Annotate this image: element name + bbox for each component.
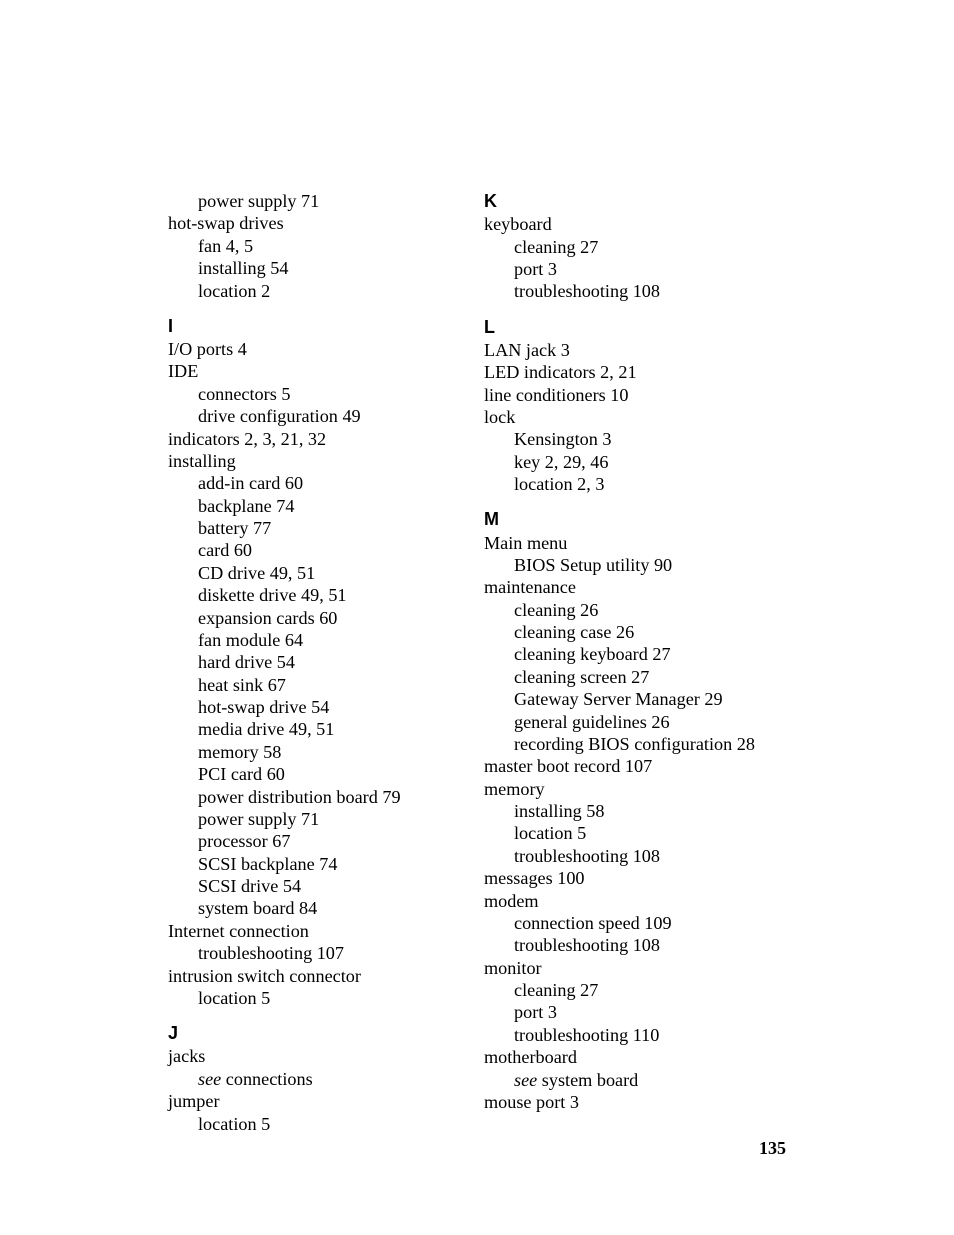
- index-entry: add-in card 60: [168, 472, 472, 494]
- index-entry: troubleshooting 110: [484, 1024, 788, 1046]
- index-section-letter: K: [484, 190, 788, 212]
- index-entry: system board 84: [168, 897, 472, 919]
- index-entry: fan 4, 5: [168, 235, 472, 257]
- index-entry: heat sink 67: [168, 674, 472, 696]
- index-entry: location 5: [484, 822, 788, 844]
- index-entry: location 2, 3: [484, 473, 788, 495]
- index-entry: maintenance: [484, 576, 788, 598]
- see-keyword: see: [198, 1069, 221, 1089]
- index-entry: intrusion switch connector: [168, 965, 472, 987]
- index-entry: PCI card 60: [168, 763, 472, 785]
- index-entry: I/O ports 4: [168, 338, 472, 360]
- index-see-reference: see connections: [168, 1068, 472, 1090]
- index-entry: card 60: [168, 539, 472, 561]
- index-entry: Gateway Server Manager 29: [484, 688, 788, 710]
- index-entry: location 2: [168, 280, 472, 302]
- index-entry: Kensington 3: [484, 428, 788, 450]
- index-entry: processor 67: [168, 830, 472, 852]
- index-column-left: power supply 71hot-swap drivesfan 4, 5in…: [168, 190, 472, 1135]
- index-column-right: Kkeyboardcleaning 27port 3troubleshootin…: [484, 190, 788, 1135]
- index-entry: Internet connection: [168, 920, 472, 942]
- index-entry: BIOS Setup utility 90: [484, 554, 788, 576]
- index-entry: location 5: [168, 1113, 472, 1135]
- index-entry: connectors 5: [168, 383, 472, 405]
- index-entry: hard drive 54: [168, 651, 472, 673]
- index-entry: troubleshooting 108: [484, 934, 788, 956]
- index-entry: fan module 64: [168, 629, 472, 651]
- index-entry: CD drive 49, 51: [168, 562, 472, 584]
- index-entry: messages 100: [484, 867, 788, 889]
- index-entry: installing: [168, 450, 472, 472]
- index-section-letter: J: [168, 1022, 472, 1044]
- index-entry: expansion cards 60: [168, 607, 472, 629]
- index-entry: troubleshooting 108: [484, 845, 788, 867]
- index-entry: LED indicators 2, 21: [484, 361, 788, 383]
- index-entry: diskette drive 49, 51: [168, 584, 472, 606]
- index-entry: master boot record 107: [484, 755, 788, 777]
- index-entry: jumper: [168, 1090, 472, 1112]
- index-entry: memory 58: [168, 741, 472, 763]
- index-section-letter: M: [484, 508, 788, 530]
- index-entry: cleaning 26: [484, 599, 788, 621]
- index-entry: port 3: [484, 1001, 788, 1023]
- index-entry: cleaning 27: [484, 236, 788, 258]
- index-entry: cleaning screen 27: [484, 666, 788, 688]
- index-entry: jacks: [168, 1045, 472, 1067]
- index-entry: cleaning case 26: [484, 621, 788, 643]
- see-keyword: see: [514, 1070, 537, 1090]
- index-section-letter: L: [484, 316, 788, 338]
- index-entry: connection speed 109: [484, 912, 788, 934]
- index-entry: power distribution board 79: [168, 786, 472, 808]
- index-entry: location 5: [168, 987, 472, 1009]
- index-entry: line conditioners 10: [484, 384, 788, 406]
- page-number: 135: [759, 1138, 786, 1159]
- index-entry: cleaning 27: [484, 979, 788, 1001]
- index-entry: installing 54: [168, 257, 472, 279]
- index-columns: power supply 71hot-swap drivesfan 4, 5in…: [168, 190, 788, 1135]
- index-entry: drive configuration 49: [168, 405, 472, 427]
- index-entry: general guidelines 26: [484, 711, 788, 733]
- index-entry: battery 77: [168, 517, 472, 539]
- index-entry: recording BIOS configuration 28: [484, 733, 788, 755]
- index-entry: hot-swap drive 54: [168, 696, 472, 718]
- index-entry: troubleshooting 108: [484, 280, 788, 302]
- index-entry: Main menu: [484, 532, 788, 554]
- index-entry: power supply 71: [168, 808, 472, 830]
- index-entry: troubleshooting 107: [168, 942, 472, 964]
- index-entry: monitor: [484, 957, 788, 979]
- index-entry: hot-swap drives: [168, 212, 472, 234]
- index-entry: key 2, 29, 46: [484, 451, 788, 473]
- index-entry: power supply 71: [168, 190, 472, 212]
- index-entry: keyboard: [484, 213, 788, 235]
- index-entry: backplane 74: [168, 495, 472, 517]
- index-section-letter: I: [168, 315, 472, 337]
- index-entry: installing 58: [484, 800, 788, 822]
- index-entry: LAN jack 3: [484, 339, 788, 361]
- index-entry: memory: [484, 778, 788, 800]
- index-see-reference: see system board: [484, 1069, 788, 1091]
- index-entry: cleaning keyboard 27: [484, 643, 788, 665]
- index-entry: indicators 2, 3, 21, 32: [168, 428, 472, 450]
- index-entry: SCSI backplane 74: [168, 853, 472, 875]
- index-entry: mouse port 3: [484, 1091, 788, 1113]
- index-entry: lock: [484, 406, 788, 428]
- index-entry: port 3: [484, 258, 788, 280]
- index-entry: modem: [484, 890, 788, 912]
- index-entry: motherboard: [484, 1046, 788, 1068]
- see-target: system board: [537, 1070, 638, 1090]
- see-target: connections: [221, 1069, 312, 1089]
- index-entry: media drive 49, 51: [168, 718, 472, 740]
- index-entry: SCSI drive 54: [168, 875, 472, 897]
- index-entry: IDE: [168, 360, 472, 382]
- index-page: power supply 71hot-swap drivesfan 4, 5in…: [0, 0, 954, 1235]
